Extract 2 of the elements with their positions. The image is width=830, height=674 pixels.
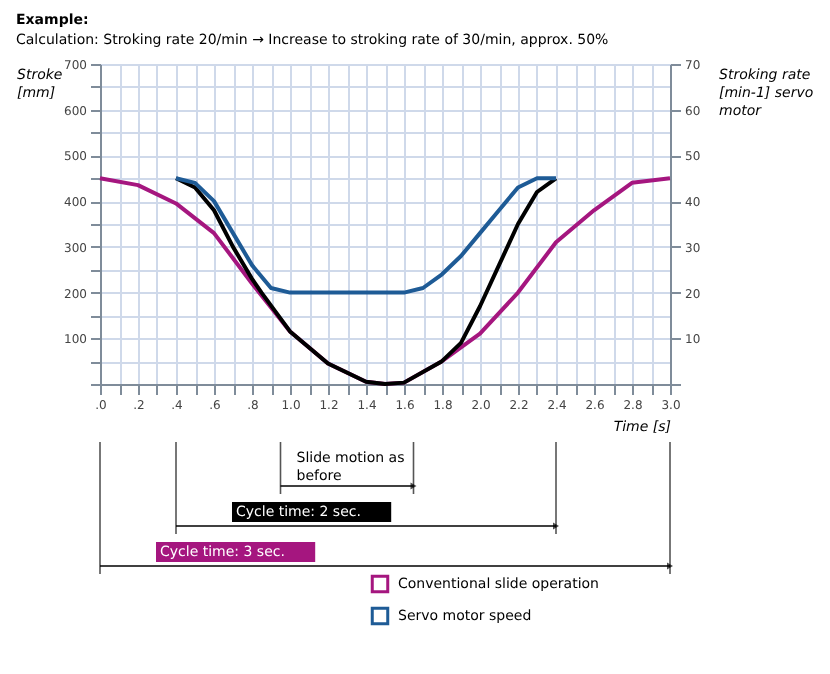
line-series	[174, 176, 558, 386]
line-series	[174, 176, 558, 295]
